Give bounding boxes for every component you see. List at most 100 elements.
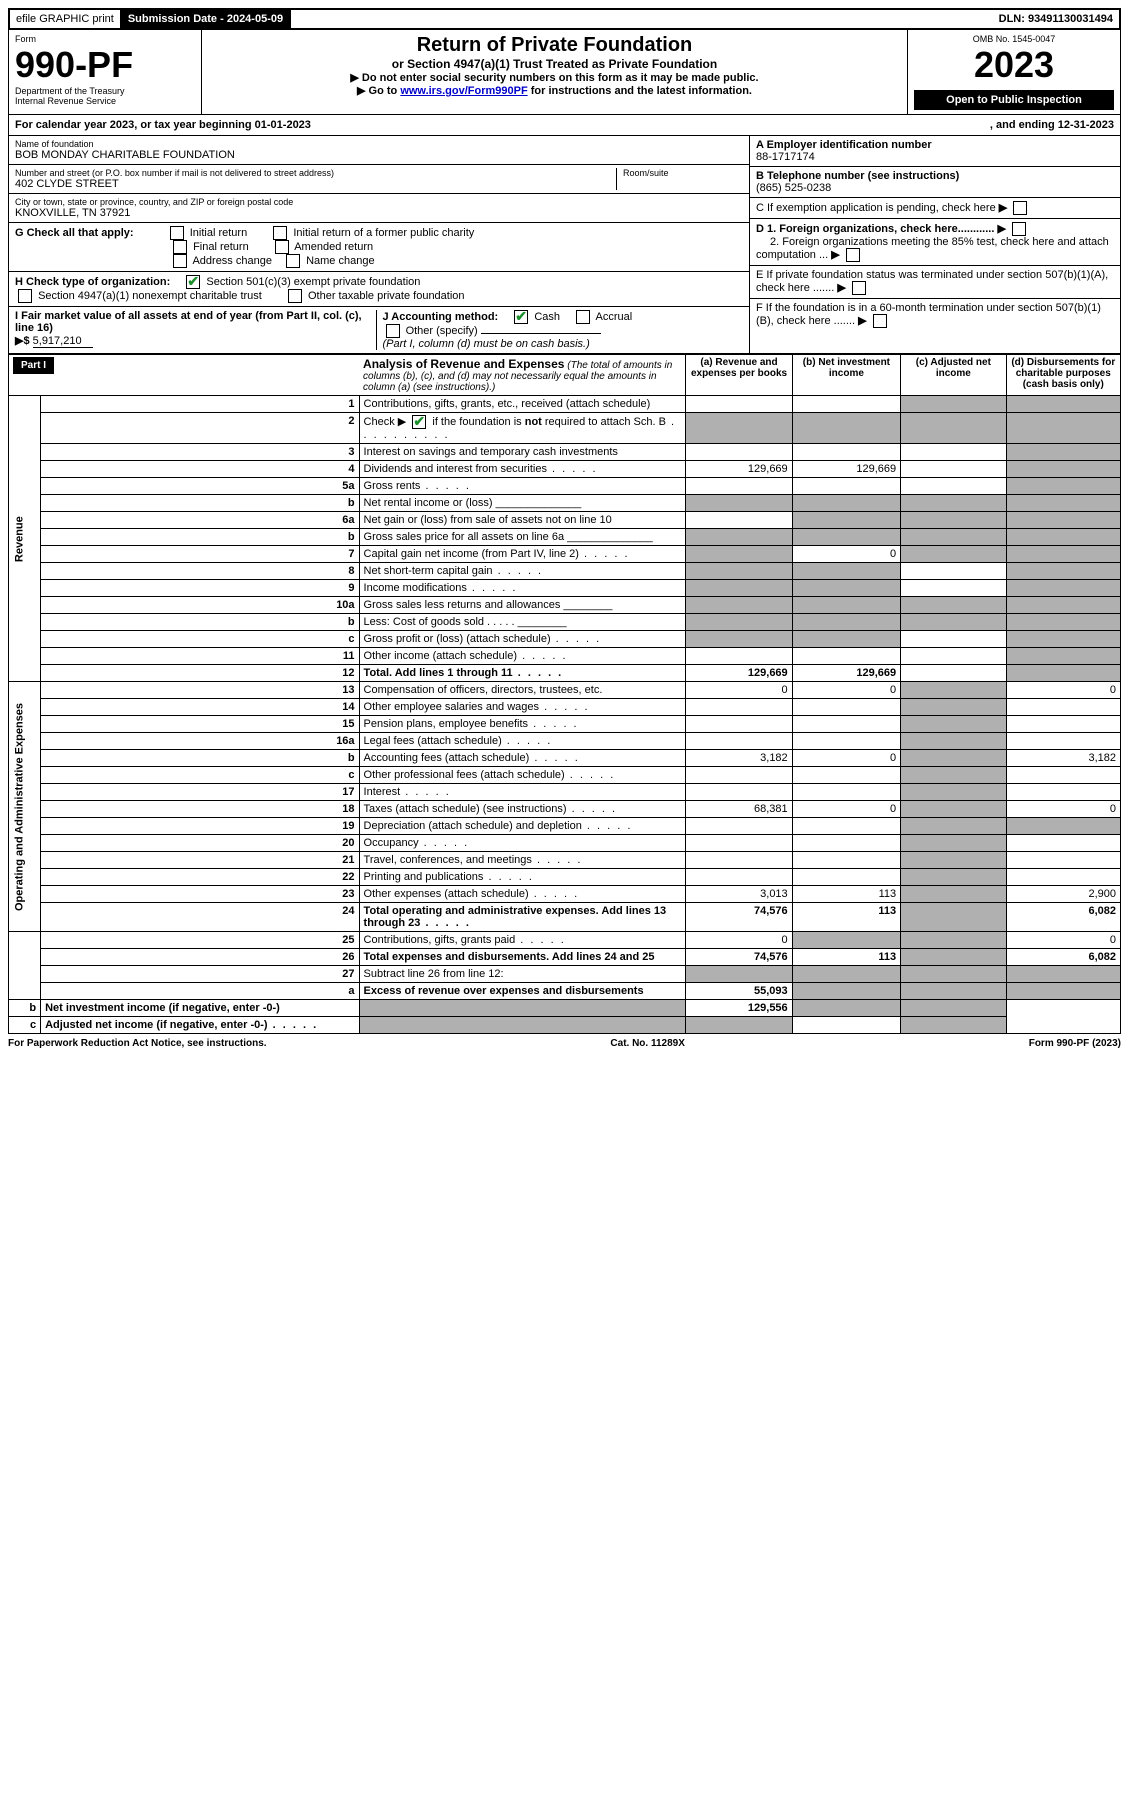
efile-print-cell[interactable]: efile GRAPHIC print bbox=[10, 10, 122, 28]
amount-cell bbox=[792, 716, 900, 733]
chk-4947a1[interactable] bbox=[18, 289, 32, 303]
city-state-zip: KNOXVILLE, TN 37921 bbox=[15, 207, 743, 219]
amount-cell bbox=[901, 580, 1006, 597]
chk-name-change[interactable] bbox=[286, 254, 300, 268]
amount-cell bbox=[686, 818, 792, 835]
street-address: 402 CLYDE STREET bbox=[15, 178, 616, 190]
amount-cell bbox=[686, 512, 792, 529]
table-row: 24Total operating and administrative exp… bbox=[9, 903, 1121, 932]
section-i: I Fair market value of all assets at end… bbox=[15, 310, 376, 350]
chk-60-month[interactable] bbox=[873, 314, 887, 328]
line-description: Legal fees (attach schedule) bbox=[359, 733, 686, 750]
amount-cell bbox=[1006, 597, 1120, 614]
chk-foreign-85pct[interactable] bbox=[846, 248, 860, 262]
chk-accrual[interactable] bbox=[576, 310, 590, 324]
chk-other-method[interactable] bbox=[386, 324, 400, 338]
amount-cell: 129,669 bbox=[686, 461, 792, 478]
line-description: Other expenses (attach schedule) bbox=[359, 886, 686, 903]
table-row: 10aGross sales less returns and allowanc… bbox=[9, 597, 1121, 614]
table-row: 26Total expenses and disbursements. Add … bbox=[9, 949, 1121, 966]
amount-cell bbox=[792, 835, 900, 852]
amount-cell bbox=[1006, 835, 1120, 852]
amount-cell bbox=[901, 529, 1006, 546]
line-description: Gross sales less returns and allowances … bbox=[359, 597, 686, 614]
amount-cell bbox=[901, 597, 1006, 614]
section-c: C If exemption application is pending, c… bbox=[750, 198, 1120, 219]
chk-amended-return[interactable] bbox=[275, 240, 289, 254]
line-description: Compensation of officers, directors, tru… bbox=[359, 682, 686, 699]
line-number: 13 bbox=[41, 682, 359, 699]
line-description: Adjusted net income (if negative, enter … bbox=[41, 1017, 359, 1034]
amount-cell: 74,576 bbox=[686, 903, 792, 932]
paperwork-notice: For Paperwork Reduction Act Notice, see … bbox=[8, 1038, 267, 1049]
table-row: 9Income modifications bbox=[9, 580, 1121, 597]
line-description: Printing and publications bbox=[359, 869, 686, 886]
table-row: cOther professional fees (attach schedul… bbox=[9, 767, 1121, 784]
table-row: bAccounting fees (attach schedule)3,1820… bbox=[9, 750, 1121, 767]
amount-cell: 129,669 bbox=[792, 665, 900, 682]
room-label: Room/suite bbox=[623, 168, 743, 178]
chk-foreign-org[interactable] bbox=[1012, 222, 1026, 236]
amount-cell bbox=[1006, 563, 1120, 580]
amount-cell bbox=[901, 495, 1006, 512]
amount-cell bbox=[901, 1000, 1006, 1017]
table-row: 23Other expenses (attach schedule)3,0131… bbox=[9, 886, 1121, 903]
amount-cell bbox=[1006, 818, 1120, 835]
col-a-header: (a) Revenue and expenses per books bbox=[686, 355, 792, 396]
amount-cell bbox=[686, 648, 792, 665]
chk-other-taxable[interactable] bbox=[288, 289, 302, 303]
line-number: 14 bbox=[41, 699, 359, 716]
telephone-label: B Telephone number (see instructions) bbox=[756, 170, 959, 182]
city-label: City or town, state or province, country… bbox=[15, 197, 743, 207]
table-row: 15Pension plans, employee benefits bbox=[9, 716, 1121, 733]
amount-cell bbox=[792, 983, 900, 1000]
amount-cell bbox=[901, 478, 1006, 495]
amount-cell bbox=[1006, 580, 1120, 597]
table-row: 22Printing and publications bbox=[9, 869, 1121, 886]
part1-table: Part I Analysis of Revenue and Expenses … bbox=[8, 354, 1121, 1034]
dln-cell: DLN: 93491130031494 bbox=[993, 10, 1119, 28]
amount-cell bbox=[901, 444, 1006, 461]
page-footer: For Paperwork Reduction Act Notice, see … bbox=[8, 1038, 1121, 1049]
table-row: 19Depreciation (attach schedule) and dep… bbox=[9, 818, 1121, 835]
amount-cell bbox=[686, 1017, 792, 1034]
amount-cell bbox=[901, 818, 1006, 835]
chk-cash[interactable] bbox=[514, 310, 528, 324]
line-description: Subtract line 26 from line 12: bbox=[359, 966, 686, 983]
form990pf-link[interactable]: www.irs.gov/Form990PF bbox=[400, 85, 527, 97]
line-description: Net rental income or (loss) ____________… bbox=[359, 495, 686, 512]
amount-cell bbox=[792, 784, 900, 801]
form-id-footer: Form 990-PF (2023) bbox=[1029, 1038, 1121, 1049]
chk-exemption-pending[interactable] bbox=[1013, 201, 1027, 215]
amount-cell bbox=[901, 852, 1006, 869]
amount-cell bbox=[901, 784, 1006, 801]
amount-cell bbox=[686, 835, 792, 852]
section-d: D 1. Foreign organizations, check here..… bbox=[750, 219, 1120, 266]
section-j: J Accounting method: Cash Accrual Other … bbox=[376, 310, 744, 350]
chk-501c3[interactable] bbox=[186, 275, 200, 289]
foundation-name: BOB MONDAY CHARITABLE FOUNDATION bbox=[15, 149, 743, 161]
table-row: 21Travel, conferences, and meetings bbox=[9, 852, 1121, 869]
chk-final-return[interactable] bbox=[173, 240, 187, 254]
amount-cell bbox=[1006, 529, 1120, 546]
chk-address-change[interactable] bbox=[173, 254, 187, 268]
calendar-year-row: For calendar year 2023, or tax year begi… bbox=[8, 115, 1121, 136]
table-row: 17Interest bbox=[9, 784, 1121, 801]
amount-cell bbox=[792, 932, 900, 949]
line-description: Other income (attach schedule) bbox=[359, 648, 686, 665]
amount-cell bbox=[1006, 396, 1120, 413]
amount-cell bbox=[1006, 546, 1120, 563]
dept-treasury: Department of the Treasury bbox=[15, 86, 195, 96]
chk-initial-return[interactable] bbox=[170, 226, 184, 240]
amount-cell bbox=[686, 733, 792, 750]
chk-status-terminated[interactable] bbox=[852, 281, 866, 295]
chk-sch-b-not-required[interactable] bbox=[412, 415, 426, 429]
line-number: 16a bbox=[41, 733, 359, 750]
line-description: Accounting fees (attach schedule) bbox=[359, 750, 686, 767]
line-number: 15 bbox=[41, 716, 359, 733]
line-description: Occupancy bbox=[359, 835, 686, 852]
chk-initial-former[interactable] bbox=[273, 226, 287, 240]
amount-cell bbox=[1006, 784, 1120, 801]
amount-cell bbox=[686, 478, 792, 495]
amount-cell bbox=[792, 767, 900, 784]
